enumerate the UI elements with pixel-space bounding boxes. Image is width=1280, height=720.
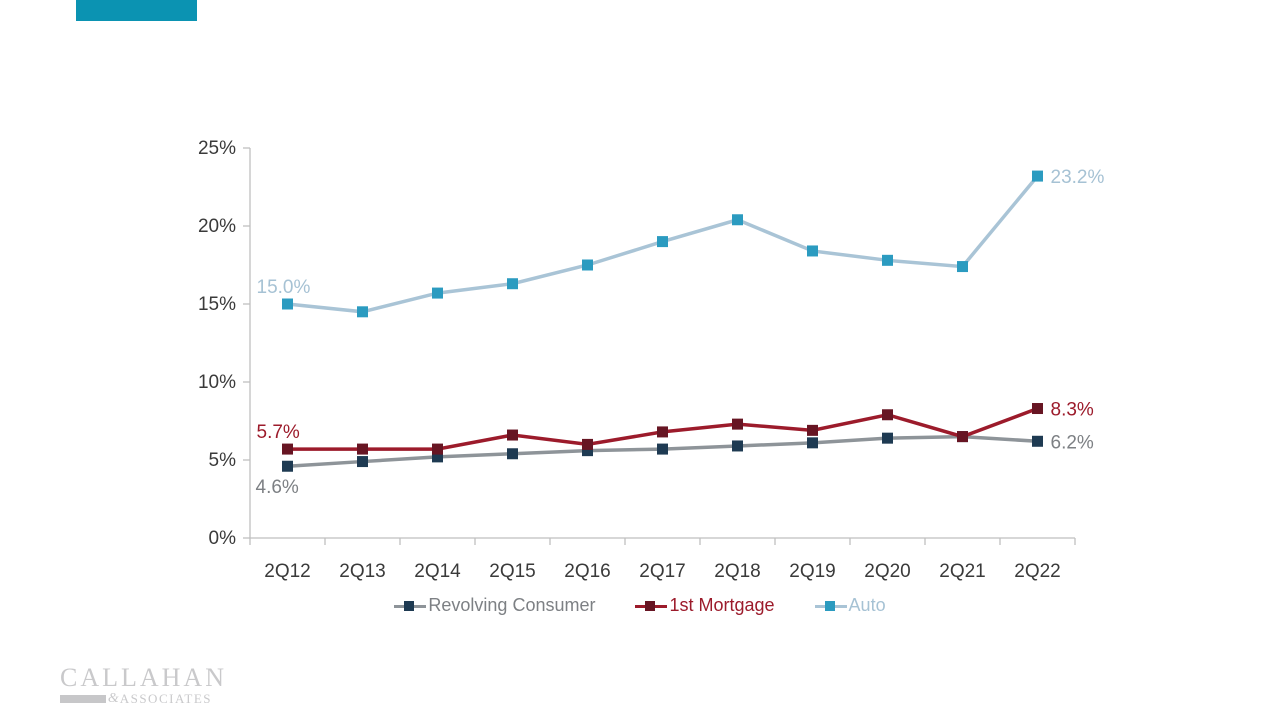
series-marker [357,456,368,468]
legend-marker [404,600,415,611]
legend-item-1st-mortgage: 1st Mortgage [635,595,775,616]
x-tick-label: 2Q16 [564,561,610,582]
legend-label: 1st Mortgage [669,595,775,615]
series-marker [282,443,293,455]
logo-wordmark: CALLAHAN [60,663,227,692]
series-marker [657,443,668,455]
data-label: 23.2% [1051,167,1105,188]
logo-ampersand: & [107,691,119,706]
data-label: 15.0% [257,277,311,298]
logo-subline: & ASSOCIATES [60,691,212,707]
data-label: 4.6% [256,477,299,498]
legend-label: Revolving Consumer [428,595,596,615]
legend-swatch [814,600,847,612]
series-marker [507,448,518,460]
series-marker [432,443,443,455]
y-tick-label: 25% [198,138,236,159]
legend-swatch [635,600,668,612]
x-tick-label: 2Q12 [264,561,310,582]
logo-bar [60,695,106,703]
series-marker [657,236,668,248]
x-tick-label: 2Q14 [414,561,461,582]
series-marker [357,443,368,455]
series-marker [282,298,293,310]
series-marker [807,424,818,436]
legend-item-revolving-consumer: Revolving Consumer [394,595,595,616]
legend-marker [824,600,835,611]
series-marker [957,431,968,443]
legend-swatch [394,600,427,612]
series-marker [732,418,743,430]
y-tick-label: 5% [209,450,237,471]
x-tick-label: 2Q15 [489,561,535,582]
series-marker [882,432,893,444]
series-marker [957,261,968,273]
series-marker [657,426,668,438]
series-marker [1032,403,1043,415]
logo-associates: ASSOCIATES [119,691,212,706]
x-tick-label: 2Q20 [864,561,910,582]
x-tick-label: 2Q17 [639,561,685,582]
series-marker [582,438,593,450]
series-marker [357,306,368,318]
y-tick-label: 0% [209,528,237,549]
series-marker [732,214,743,226]
series-marker [282,460,293,472]
series-marker [507,429,518,441]
x-tick-label: 2Q13 [339,561,385,582]
y-tick-label: 20% [198,216,236,237]
y-tick-label: 10% [198,372,236,393]
x-tick-label: 2Q21 [939,561,985,582]
series-marker [582,259,593,271]
legend-marker [645,600,656,611]
data-label: 5.7% [257,422,300,443]
legend-label: Auto [848,595,886,615]
chart-legend: Revolving Consumer 1st Mortgage Auto [0,595,1280,616]
series-marker [1032,435,1043,447]
series-marker [807,437,818,449]
y-tick-label: 15% [198,294,236,315]
x-tick-label: 2Q19 [789,561,835,582]
series-marker [882,254,893,266]
series-marker [882,409,893,421]
series-marker [582,445,593,457]
series-marker [432,451,443,463]
series-marker [807,245,818,257]
x-tick-label: 2Q22 [1014,561,1060,582]
series-marker [507,278,518,290]
legend-item-auto: Auto [814,595,886,616]
data-label: 6.2% [1051,432,1094,453]
accent-bar [76,0,197,21]
data-label: 8.3% [1051,400,1094,421]
series-marker [1032,170,1043,182]
series-marker [732,440,743,452]
x-tick-label: 2Q18 [714,561,760,582]
callahan-logo: CALLAHAN & ASSOCIATES [60,663,227,707]
series-marker [432,287,443,299]
